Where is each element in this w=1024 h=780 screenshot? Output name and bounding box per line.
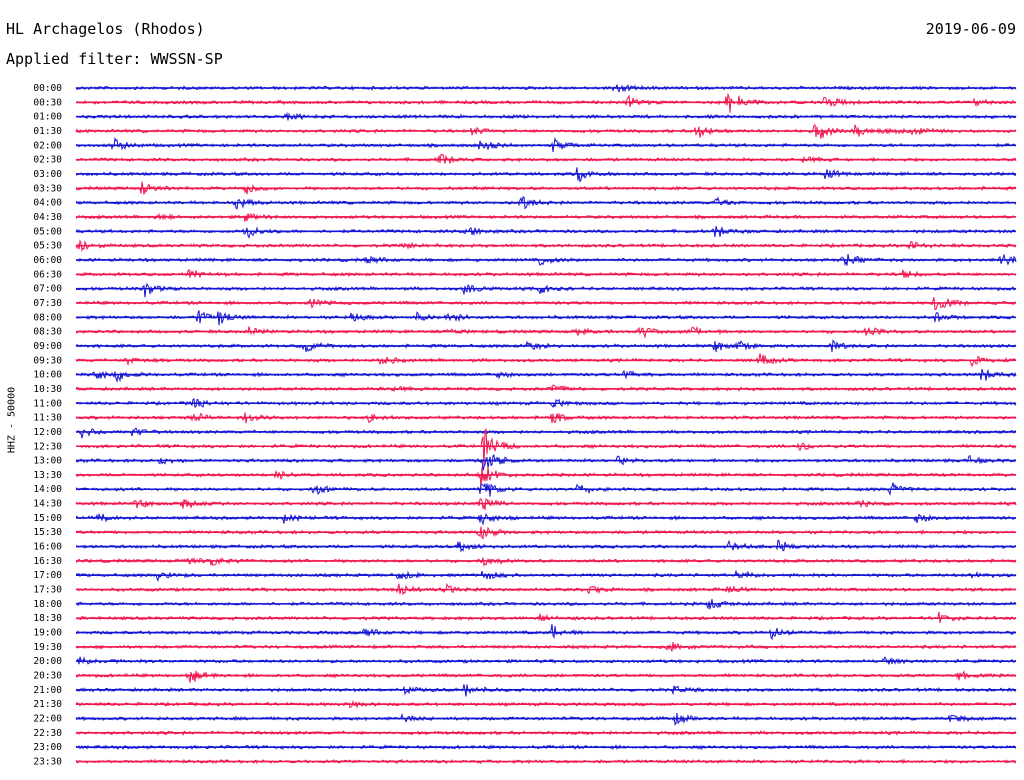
trace-row — [75, 624, 1017, 641]
row-label: 17:30 — [33, 585, 62, 596]
row-label: 05:30 — [33, 241, 62, 252]
station-title: HL Archagelos (Rhodos) — [6, 20, 205, 38]
row-label: 22:30 — [33, 728, 62, 739]
filter-subtitle: Applied filter: WWSSN-SP — [6, 50, 223, 68]
row-label: 13:30 — [33, 470, 62, 481]
trace-row — [75, 467, 1017, 489]
row-label: 16:30 — [33, 556, 62, 567]
row-labels: 00:00 00:30 01:00 01:30 02:00 02:30 03:00 03:30… — [33, 83, 62, 768]
row-label: 20:00 — [33, 656, 62, 667]
row-label: 10:30 — [33, 384, 62, 395]
trace-row — [75, 512, 1017, 526]
row-label: 09:30 — [33, 355, 62, 366]
row-label: 05:00 — [33, 226, 62, 237]
row-label: 04:00 — [33, 198, 62, 209]
row-label: 13:00 — [33, 456, 62, 467]
row-label: 11:30 — [33, 413, 62, 424]
trace-row — [75, 282, 1017, 298]
row-label: 01:30 — [33, 126, 62, 137]
row-label: 00:30 — [33, 97, 62, 108]
row-label: 14:30 — [33, 499, 62, 510]
row-label: 02:00 — [33, 140, 62, 151]
row-label: 06:30 — [33, 269, 62, 280]
trace-row — [75, 427, 1017, 439]
trace-row — [75, 92, 1017, 113]
trace-row — [75, 670, 1017, 683]
row-label: 08:30 — [33, 327, 62, 338]
row-label: 07:30 — [33, 298, 62, 309]
row-label: 07:00 — [33, 284, 62, 295]
trace-row — [75, 498, 1017, 510]
row-label: 04:30 — [33, 212, 62, 223]
row-label: 00:00 — [33, 83, 62, 94]
row-label: 20:30 — [33, 671, 62, 682]
row-label: 18:30 — [33, 613, 62, 624]
row-label: 19:30 — [33, 642, 62, 653]
row-label: 17:00 — [33, 570, 62, 581]
row-label: 15:00 — [33, 513, 62, 524]
row-label: 16:00 — [33, 542, 62, 553]
row-label: 15:30 — [33, 527, 62, 538]
row-label: 21:30 — [33, 699, 62, 710]
trace-row — [75, 225, 1017, 239]
row-label: 12:30 — [33, 441, 62, 452]
row-label: 10:00 — [33, 370, 62, 381]
trace-row — [75, 428, 1017, 468]
trace-row — [75, 384, 1017, 393]
row-label: 12:00 — [33, 427, 62, 438]
row-label: 18:00 — [33, 599, 62, 610]
row-label: 23:30 — [33, 757, 62, 768]
seismic-traces — [75, 84, 1017, 765]
row-label: 03:00 — [33, 169, 62, 180]
recording-date: 2019-06-09 — [925, 20, 1016, 38]
row-label: 01:00 — [33, 112, 62, 123]
trace-row — [75, 611, 1017, 623]
trace-row — [75, 454, 1017, 471]
row-label: 11:00 — [33, 398, 62, 409]
row-label: 14:00 — [33, 484, 62, 495]
row-label: 02:30 — [33, 155, 62, 166]
row-label: 08:00 — [33, 312, 62, 323]
row-label: 06:00 — [33, 255, 62, 266]
row-label: 19:00 — [33, 628, 62, 639]
row-label: 03:30 — [33, 183, 62, 194]
row-label: 23:00 — [33, 742, 62, 753]
row-label: 22:00 — [33, 714, 62, 725]
row-label: 21:00 — [33, 685, 62, 696]
row-label: 09:00 — [33, 341, 62, 352]
trace-row — [75, 539, 1017, 553]
